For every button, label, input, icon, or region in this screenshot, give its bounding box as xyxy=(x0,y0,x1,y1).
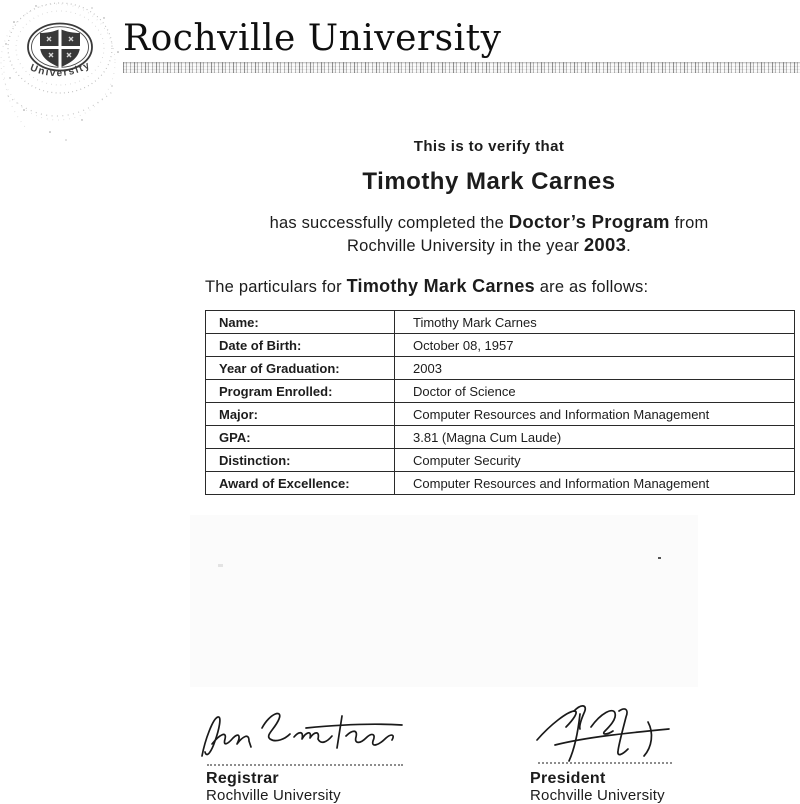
particular-label: Date of Birth: xyxy=(206,334,395,356)
verify-line2-post: . xyxy=(626,237,631,255)
particular-value: 3.81 (Magna Cum Laude) xyxy=(413,429,562,445)
table-row: Year of Graduation: 2003 xyxy=(206,357,794,380)
page-title: Rochville University xyxy=(123,18,502,59)
registrar-org: Rochville University xyxy=(206,787,341,804)
table-row: Distinction: Computer Security xyxy=(206,449,794,472)
verify-intro: This is to verify that xyxy=(413,138,565,155)
scan-speck xyxy=(658,557,661,559)
particular-label: Year of Graduation: xyxy=(206,357,395,379)
table-row: Major: Computer Resources and Informatio… xyxy=(206,403,794,426)
particulars-table: Name: Timothy Mark Carnes Date of Birth:… xyxy=(205,310,795,495)
header-rule xyxy=(123,62,800,73)
particulars-name: Timothy Mark Carnes xyxy=(346,276,535,296)
seal-halo xyxy=(0,2,116,129)
particular-value: Timothy Mark Carnes xyxy=(413,314,537,330)
scan-speck xyxy=(218,564,223,567)
particular-label: Award of Excellence: xyxy=(206,472,395,494)
particular-label: Name: xyxy=(206,311,395,333)
particular-value: Computer Resources and Information Manag… xyxy=(413,475,710,491)
particular-value: Computer Security xyxy=(413,452,521,468)
registrar-title: Registrar xyxy=(206,770,279,787)
registrar-signature-icon xyxy=(201,712,403,757)
particulars-post: are as follows: xyxy=(535,278,649,296)
seal-outer-ring xyxy=(27,22,93,72)
university-seal-icon: University xyxy=(0,2,119,141)
table-row: GPA: 3.81 (Magna Cum Laude) xyxy=(206,426,794,449)
verification-block: This is to verify that Timothy Mark Carn… xyxy=(169,138,800,257)
particulars-leadin: The particulars for Timothy Mark Carnes … xyxy=(205,276,648,297)
table-row: Program Enrolled: Doctor of Science xyxy=(206,380,794,403)
program-name: Doctor’s Program xyxy=(508,211,670,232)
verify-line1-pre: has successfully completed the xyxy=(269,214,509,232)
president-title: President xyxy=(530,770,606,787)
table-row: Name: Timothy Mark Carnes xyxy=(206,311,794,334)
graduation-year: 2003 xyxy=(583,234,627,255)
particular-label: Distinction: xyxy=(206,449,395,471)
particular-value: 2003 xyxy=(413,360,442,376)
seal-shield xyxy=(39,28,81,68)
verify-line2-pre: Rochville University in the year xyxy=(347,237,584,255)
particular-label: Major: xyxy=(206,403,395,425)
signature-rule xyxy=(207,764,403,766)
table-row: Date of Birth: October 08, 1957 xyxy=(206,334,794,357)
particular-value: October 08, 1957 xyxy=(413,337,514,353)
signature-rule xyxy=(538,762,672,764)
president-signature-icon xyxy=(536,705,670,762)
verify-line-2: Rochville University in the year 2003. xyxy=(169,234,800,257)
seal-specks xyxy=(5,5,119,141)
graduate-name: Timothy Mark Carnes xyxy=(362,168,616,195)
president-org: Rochville University xyxy=(530,787,665,804)
particulars-pre: The particulars for xyxy=(205,278,347,296)
verify-line1-post: from xyxy=(669,214,709,232)
verify-line-1: has successfully completed the Doctor’s … xyxy=(169,211,800,234)
particular-value: Doctor of Science xyxy=(413,383,516,399)
table-row: Award of Excellence: Computer Resources … xyxy=(206,472,794,495)
particular-label: Program Enrolled: xyxy=(206,380,395,402)
particular-value: Computer Resources and Information Manag… xyxy=(413,406,710,422)
particular-label: GPA: xyxy=(206,426,395,448)
scan-artifact-panel xyxy=(190,515,698,687)
